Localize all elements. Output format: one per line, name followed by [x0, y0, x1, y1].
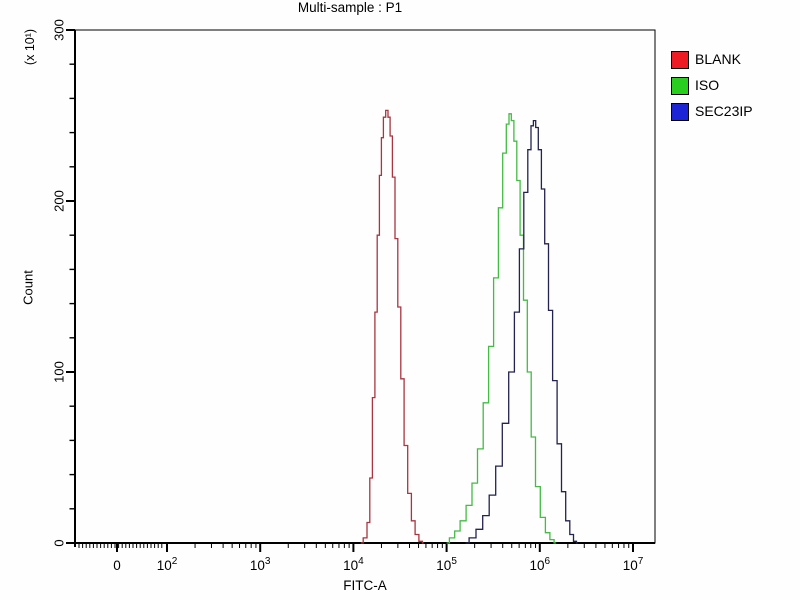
x-axis-title: FITC-A — [343, 578, 387, 593]
y-tick-label: 300 — [51, 19, 66, 41]
x-tick-label: 104 — [343, 556, 364, 573]
y-axis-title: Count — [20, 270, 36, 305]
x-tick-label: 102 — [157, 556, 178, 573]
sec23ip-color-swatch — [671, 102, 689, 121]
x-tick-label: 106 — [530, 556, 551, 573]
legend-item-iso: ISO — [671, 76, 753, 95]
chart-title: Multi-sample : P1 — [297, 0, 403, 15]
legend: BLANK ISO SEC23IP — [671, 50, 753, 129]
x-tick-label: 107 — [623, 556, 644, 573]
curve-sec23ip — [465, 119, 578, 544]
legend-label-iso: ISO — [695, 77, 720, 93]
iso-color-swatch — [671, 76, 689, 95]
legend-item-blank: BLANK — [671, 50, 753, 69]
x-tick-label: 105 — [436, 556, 457, 573]
y-axis-multiplier-label: (x 10¹) — [23, 28, 37, 66]
x-tick-label: 0 — [113, 558, 121, 573]
y-tick-label: 200 — [51, 190, 66, 212]
axis-ticks: 0 100 200 300 0 102 103 104 105 106 107 — [51, 19, 643, 573]
curve-blank — [360, 109, 424, 544]
legend-label-sec23ip: SEC23IP — [695, 103, 753, 119]
legend-label-blank: BLANK — [695, 51, 741, 67]
y-tick-label: 0 — [51, 539, 66, 546]
y-tick-label: 100 — [51, 361, 66, 383]
legend-item-sec23ip: SEC23IP — [671, 102, 753, 121]
curve-iso — [446, 113, 557, 544]
x-tick-label: 103 — [250, 556, 271, 573]
blank-color-swatch — [671, 50, 689, 69]
plot-border — [74, 29, 656, 544]
